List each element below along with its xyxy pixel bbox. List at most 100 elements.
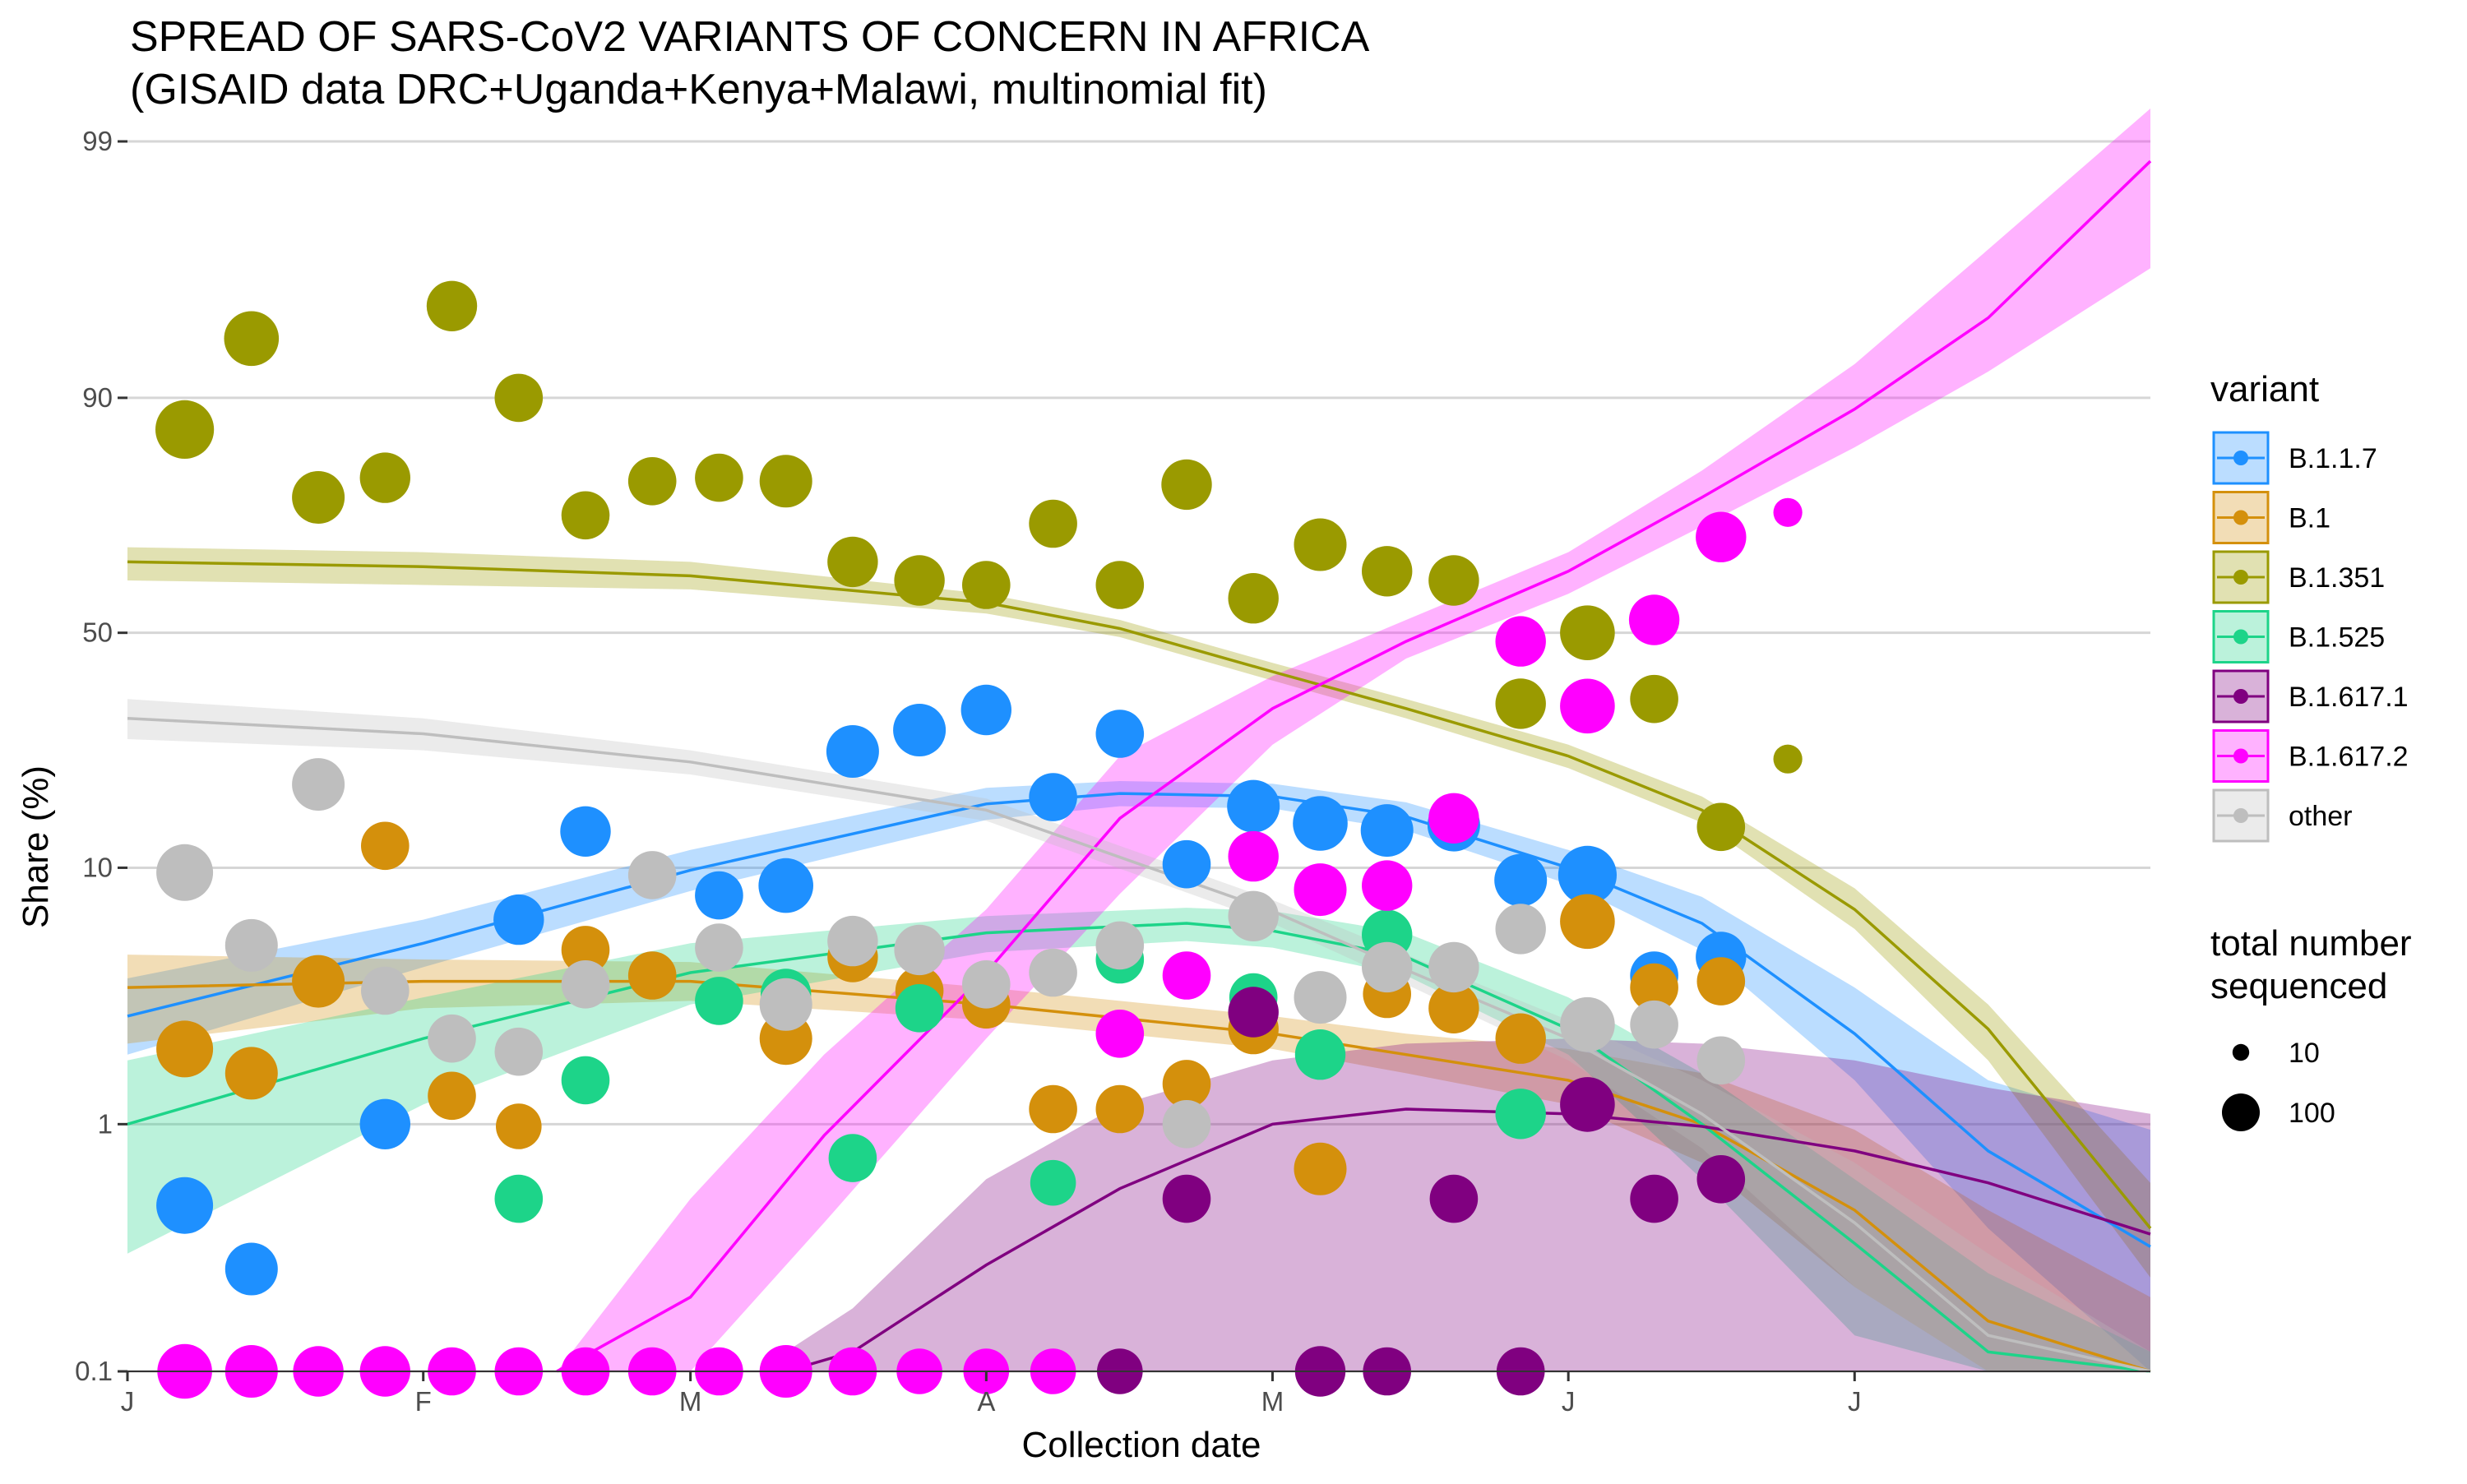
data-point-b-1-351: [894, 555, 945, 606]
data-point-other: [1560, 996, 1615, 1052]
legend-entry-b-1-1-7: B.1.1.7: [2212, 431, 2377, 485]
data-point-b-1-617-1: [1228, 987, 1279, 1038]
data-point-other: [428, 1014, 476, 1063]
data-point-b-1-1-7: [1162, 839, 1211, 889]
data-point-b-1-525: [1294, 1029, 1346, 1080]
data-point-b-1: [224, 1047, 278, 1100]
data-point-b-1: [156, 1020, 214, 1078]
fit-line-b-1-617-2: [556, 159, 2152, 1373]
data-point-b-1-351: [1294, 518, 1347, 571]
legend-entry-b-1-351: B.1.351: [2212, 550, 2385, 604]
data-points: [155, 280, 1803, 1399]
axes: 0.1 1 10 50 90 99 J F M A M J J: [75, 126, 2150, 1417]
data-point-b-1-1-7: [1293, 796, 1348, 851]
data-point-b-1-617-2: [1228, 830, 1279, 882]
legend-entry-b-1-525: B.1.525: [2212, 610, 2385, 663]
data-point-b-1-1-7: [1557, 845, 1617, 904]
x-tick-label: J: [1562, 1386, 1576, 1417]
legend-key-dot: [2233, 808, 2248, 823]
legend: variant B.1.1.7 B.1 B.1.351 B.1.525 B.1.617.…: [2210, 369, 2412, 1131]
data-point-b-1-351: [759, 455, 812, 508]
data-point-b-1-1-7: [1095, 710, 1145, 758]
legend-size-title-line1: total number: [2210, 923, 2412, 964]
data-point-b-1: [1428, 982, 1479, 1034]
data-point-b-1-617-2: [1362, 860, 1413, 911]
legend-label: B.1.1.7: [2289, 443, 2377, 474]
data-point-b-1-1-7: [695, 871, 743, 920]
data-point-b-1-351: [827, 536, 878, 588]
data-point-b-1-617-2: [1560, 678, 1615, 734]
x-tick-label: J: [121, 1386, 135, 1417]
data-point-other: [224, 918, 278, 972]
legend-label: B.1.617.1: [2289, 682, 2409, 713]
data-point-other: [494, 1027, 544, 1076]
data-point-b-1-351: [1630, 674, 1678, 724]
data-point-b-1-525: [1495, 1089, 1546, 1140]
legend-size-dot: [2222, 1093, 2260, 1131]
data-point-b-1-525: [561, 1056, 610, 1105]
legend-key-dot: [2233, 451, 2248, 465]
data-point-b-1-617-2: [1773, 497, 1803, 527]
legend-key-dot: [2233, 689, 2248, 704]
data-point-b-1-351: [561, 491, 610, 540]
data-point-other: [962, 960, 1011, 1009]
data-point-b-1-525: [1030, 1159, 1076, 1206]
data-point-b-1-351: [1696, 802, 1746, 852]
data-point-b-1-617-2: [1428, 793, 1479, 844]
legend-size-label: 10: [2289, 1038, 2320, 1069]
data-point-other: [1362, 941, 1413, 993]
data-point-b-1-1-7: [1494, 853, 1548, 907]
y-tick-label: 1: [98, 1108, 113, 1139]
data-point-b-1-617-1: [1429, 1174, 1479, 1223]
legend-label: B.1.617.2: [2289, 742, 2409, 773]
data-point-other: [1162, 1100, 1211, 1149]
data-point-b-1-1-7: [156, 1177, 214, 1234]
data-point-b-1-1-7: [960, 684, 1012, 736]
data-point-other: [1294, 971, 1347, 1024]
confidence-band-b-1-617-2: [557, 109, 2151, 1371]
confidence-band-b-1-525: [127, 908, 2150, 1371]
legend-size-entries: 10 100: [2222, 1038, 2335, 1131]
data-point-b-1-1-7: [893, 704, 947, 756]
data-point-b-1: [1294, 1142, 1347, 1195]
data-point-other: [292, 758, 345, 811]
data-point-b-1: [1495, 1013, 1546, 1064]
data-point-b-1: [496, 1103, 542, 1149]
fit-line-b-1-617-1: [785, 1107, 2151, 1373]
data-point-b-1-617-2: [1294, 863, 1347, 917]
data-point-b-1-617-1: [1696, 1155, 1746, 1204]
legend-size-entry: 100: [2222, 1093, 2335, 1131]
data-point-b-1-617-2: [1495, 616, 1546, 667]
data-point-b-1-351: [494, 373, 544, 423]
data-point-b-1-1-7: [758, 858, 813, 913]
data-point-b-1: [428, 1071, 476, 1121]
data-point-b-1-351: [627, 457, 677, 506]
data-point-b-1-351: [1095, 561, 1145, 609]
y-tick-label: 90: [82, 382, 113, 413]
data-point-b-1-617-2: [1696, 511, 1747, 562]
data-point-b-1-1-7: [1360, 804, 1414, 858]
legend-entry-b-1-617-1: B.1.617.1: [2212, 669, 2409, 724]
data-point-other: [627, 851, 677, 899]
legend-size-title-line2: sequenced: [2210, 966, 2387, 1006]
data-point-other: [695, 923, 743, 972]
y-axis-title: Share (%): [16, 765, 56, 928]
chart-subtitle: (GISAID data DRC+Uganda+Kenya+Malawi, mu…: [130, 66, 1267, 113]
data-point-b-1-1-7: [224, 1242, 278, 1296]
legend-key-dot: [2233, 748, 2248, 764]
data-point-other: [561, 960, 610, 1009]
data-point-other: [156, 844, 214, 901]
x-tick-label: M: [679, 1386, 702, 1417]
data-point-b-1-351: [1773, 744, 1803, 774]
data-point-b-1: [1630, 963, 1678, 1012]
data-point-b-1-351: [1029, 499, 1077, 548]
data-point-b-1-351: [1560, 605, 1615, 660]
x-axis-title: Collection date: [1021, 1425, 1261, 1465]
data-point-b-1-1-7: [1029, 773, 1077, 821]
legend-key-dot: [2233, 629, 2248, 645]
data-point-b-1-617-2: [1628, 594, 1680, 645]
legend-size-entry: 10: [2232, 1038, 2320, 1069]
legend-size-label: 100: [2289, 1098, 2335, 1129]
data-point-other: [1428, 941, 1479, 993]
data-point-b-1-617-1: [1162, 1174, 1211, 1223]
